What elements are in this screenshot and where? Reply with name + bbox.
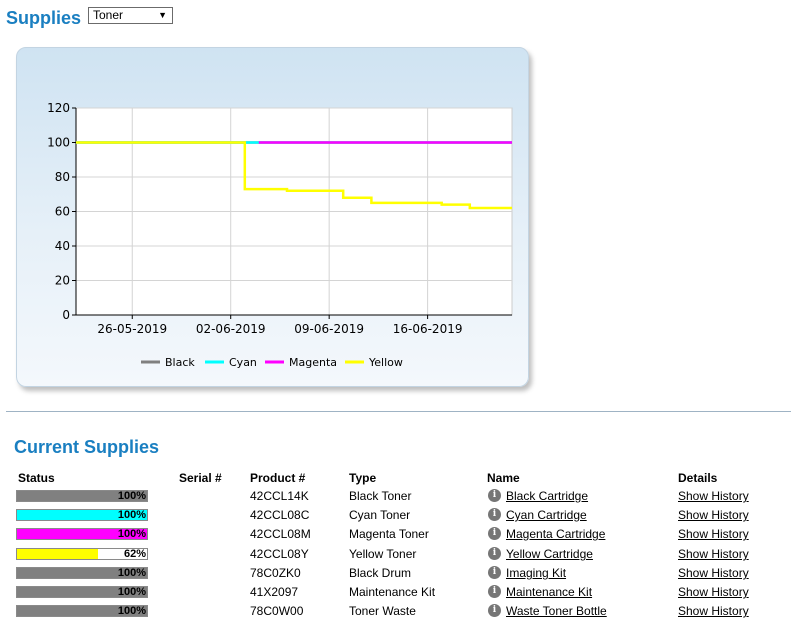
status-bar-fill <box>17 549 98 559</box>
name-link[interactable]: Cyan Cartridge <box>506 508 587 522</box>
status-percent: 100% <box>117 490 146 502</box>
type-cell: Magenta Toner <box>349 527 429 541</box>
info-icon[interactable]: i <box>488 585 501 598</box>
supplies-chart: 0 20 40 60 80 100 120 26-05-2019 02-06-2019 09-06… <box>47 101 513 369</box>
show-history-link[interactable]: Show History <box>678 527 749 541</box>
status-bar-fill <box>17 587 147 597</box>
product-cell: 78C0W00 <box>250 604 304 618</box>
type-cell: Toner Waste <box>349 604 416 618</box>
type-cell: Maintenance Kit <box>349 585 436 599</box>
current-supplies-title: Current Supplies <box>14 437 160 457</box>
show-history-link[interactable]: Show History <box>678 566 749 580</box>
status-percent: 100% <box>117 509 146 521</box>
status-bar-fill <box>17 510 147 520</box>
info-icon[interactable]: i <box>488 547 501 560</box>
x-tick-label: 16-06-2019 <box>393 322 463 336</box>
name-link[interactable]: Yellow Cartridge <box>506 547 593 561</box>
y-tick-label: 120 <box>47 101 70 115</box>
status-header: Status <box>18 471 55 485</box>
divider <box>6 411 791 412</box>
info-icon[interactable]: i <box>488 566 501 579</box>
x-tick-label: 02-06-2019 <box>196 322 266 336</box>
y-tick-label: 0 <box>62 308 70 322</box>
status-percent: 100% <box>117 528 146 540</box>
chevron-down-icon: ▼ <box>158 10 167 20</box>
info-icon[interactable]: i <box>488 604 501 617</box>
show-history-link[interactable]: Show History <box>678 585 749 599</box>
status-bar: 100% <box>16 490 148 502</box>
name-link[interactable]: Waste Toner Bottle <box>506 604 607 618</box>
show-history-link[interactable]: Show History <box>678 547 749 561</box>
y-tick-label: 80 <box>55 170 70 184</box>
name-header: Name <box>487 471 520 485</box>
status-bar-fill <box>17 529 147 539</box>
name-link[interactable]: Black Cartridge <box>506 489 589 503</box>
status-bar: 100% <box>16 528 148 540</box>
status-percent: 100% <box>117 567 146 579</box>
status-bar-fill <box>17 568 147 578</box>
y-tick-label: 100 <box>47 136 70 150</box>
y-tick-label: 20 <box>55 274 70 288</box>
serial-header: Serial # <box>179 471 222 485</box>
type-cell: Black Toner <box>349 489 412 503</box>
status-bar: 62% <box>16 548 148 560</box>
supply-type-value: Toner <box>93 8 124 22</box>
product-cell: 42CCL08M <box>250 527 311 541</box>
status-bar: 100% <box>16 509 148 521</box>
status-bar-fill <box>17 491 147 501</box>
product-cell: 42CCL08C <box>250 508 310 522</box>
product-cell: 78C0ZK0 <box>250 566 301 580</box>
name-link[interactable]: Maintenance Kit <box>506 585 593 599</box>
legend-label-black: Black <box>165 356 195 369</box>
y-tick-label: 60 <box>55 205 70 219</box>
legend-label-yellow: Yellow <box>368 356 403 369</box>
status-bar: 100% <box>16 567 148 579</box>
page-title: Supplies <box>6 8 82 28</box>
status-percent: 62% <box>123 548 146 560</box>
y-tick-label: 40 <box>55 239 70 253</box>
details-header: Details <box>678 471 718 485</box>
show-history-link[interactable]: Show History <box>678 489 749 503</box>
type-cell: Black Drum <box>349 566 412 580</box>
product-header: Product # <box>250 471 306 485</box>
name-link[interactable]: Magenta Cartridge <box>506 527 606 541</box>
chart-panel: 0 20 40 60 80 100 120 26-05-2019 02-06-2019 09-06… <box>16 47 529 387</box>
status-bar: 100% <box>16 586 148 598</box>
type-cell: Yellow Toner <box>349 547 417 561</box>
product-cell: 41X2097 <box>250 585 299 599</box>
show-history-link[interactable]: Show History <box>678 508 749 522</box>
type-cell: Cyan Toner <box>349 508 411 522</box>
type-header: Type <box>349 471 377 485</box>
info-icon[interactable]: i <box>488 489 501 502</box>
x-tick-label: 26-05-2019 <box>97 322 167 336</box>
status-percent: 100% <box>117 605 146 617</box>
show-history-link[interactable]: Show History <box>678 604 749 618</box>
series-line-yellow <box>76 141 512 210</box>
status-bar: 100% <box>16 605 148 617</box>
status-percent: 100% <box>117 586 146 598</box>
legend-label-magenta: Magenta <box>289 356 337 369</box>
status-bar-fill <box>17 606 147 616</box>
supply-type-select[interactable]: Toner ▼ <box>88 7 173 24</box>
x-tick-label: 09-06-2019 <box>294 322 364 336</box>
info-icon[interactable]: i <box>488 527 501 540</box>
product-cell: 42CCL14K <box>250 489 309 503</box>
info-icon[interactable]: i <box>488 508 501 521</box>
name-link[interactable]: Imaging Kit <box>506 566 567 580</box>
legend-label-cyan: Cyan <box>229 356 257 369</box>
product-cell: 42CCL08Y <box>250 547 309 561</box>
